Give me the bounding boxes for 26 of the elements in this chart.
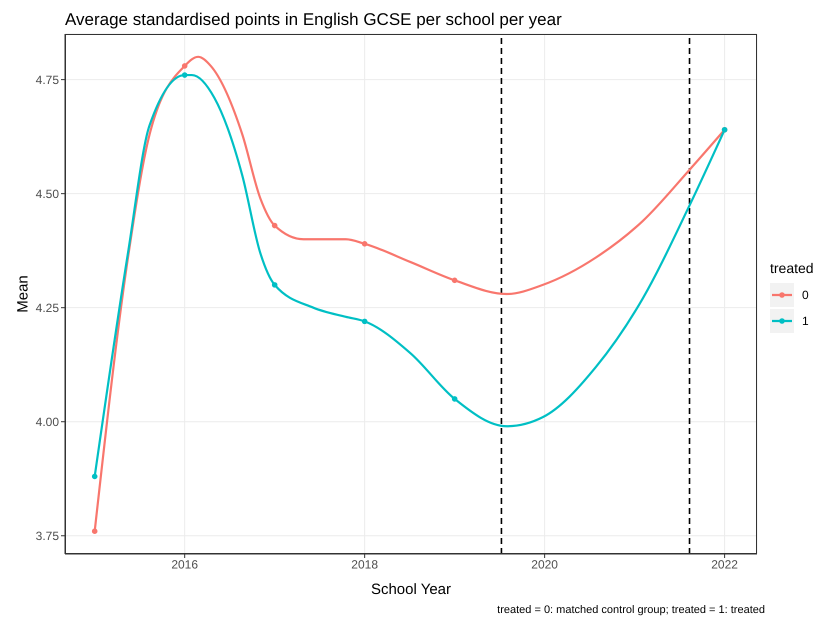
point	[362, 241, 368, 247]
point	[272, 282, 278, 288]
y-tick-label: 3.75	[36, 529, 60, 544]
point	[362, 318, 368, 324]
point	[452, 396, 458, 402]
point	[92, 474, 98, 480]
x-tick-label: 2022	[711, 558, 738, 572]
point	[182, 72, 188, 78]
text: treated = 0: matched control group; treated = 1: treated	[497, 604, 765, 616]
y-tick-label: 4.00	[36, 414, 60, 429]
point	[92, 528, 98, 534]
legend-title: treated	[770, 260, 814, 276]
legend-label: 1	[802, 314, 809, 328]
x-axis-title: School Year	[370, 581, 452, 598]
chart-title: Average standardised points in English GCSE per school per year	[65, 10, 562, 30]
legend-label: 0	[802, 288, 809, 302]
x-tick-label: 2018	[351, 558, 378, 572]
y-tick-label: 4.50	[36, 186, 60, 201]
y-tick-label: 4.75	[36, 72, 60, 87]
point	[182, 63, 188, 69]
x-tick-label: 2016	[171, 558, 198, 572]
y-axis-title: Mean	[14, 275, 32, 313]
point	[272, 222, 278, 228]
x-tick-label: 2020	[531, 558, 558, 572]
point	[452, 278, 458, 284]
y-tick-label: 4.25	[36, 300, 60, 315]
